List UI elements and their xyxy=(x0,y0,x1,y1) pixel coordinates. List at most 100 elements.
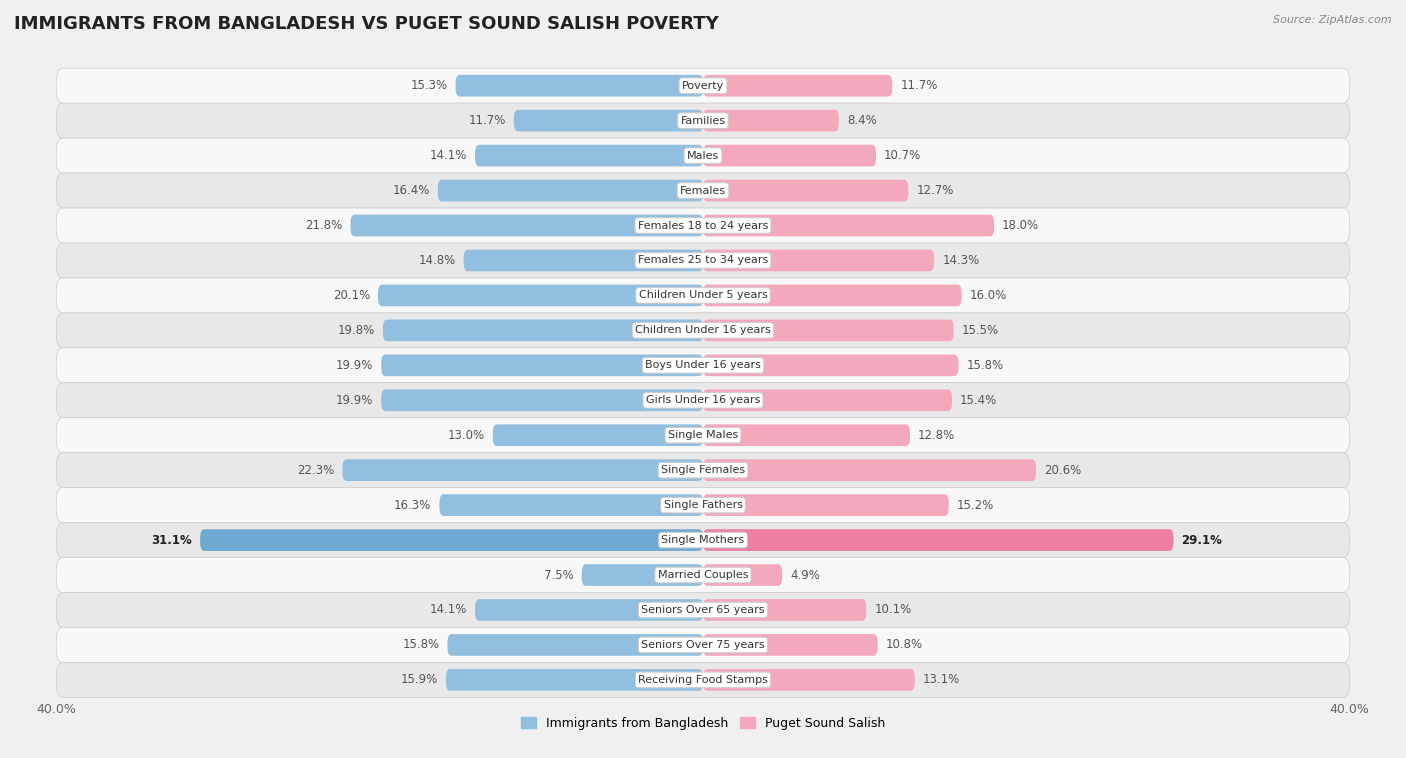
Text: Single Females: Single Females xyxy=(661,465,745,475)
Text: 15.9%: 15.9% xyxy=(401,673,437,687)
Text: 8.4%: 8.4% xyxy=(846,114,877,127)
FancyBboxPatch shape xyxy=(703,355,959,376)
FancyBboxPatch shape xyxy=(475,599,703,621)
FancyBboxPatch shape xyxy=(56,593,1350,628)
Text: 15.5%: 15.5% xyxy=(962,324,998,337)
FancyBboxPatch shape xyxy=(703,564,782,586)
FancyBboxPatch shape xyxy=(437,180,703,202)
FancyBboxPatch shape xyxy=(703,75,893,96)
FancyBboxPatch shape xyxy=(494,424,703,446)
FancyBboxPatch shape xyxy=(56,68,1350,103)
FancyBboxPatch shape xyxy=(56,313,1350,348)
Text: 19.9%: 19.9% xyxy=(336,393,373,407)
Text: Married Couples: Married Couples xyxy=(658,570,748,580)
Text: 15.8%: 15.8% xyxy=(402,638,440,651)
FancyBboxPatch shape xyxy=(56,243,1350,278)
Text: 14.1%: 14.1% xyxy=(430,603,467,616)
FancyBboxPatch shape xyxy=(703,459,1036,481)
FancyBboxPatch shape xyxy=(56,278,1350,313)
FancyBboxPatch shape xyxy=(56,173,1350,208)
Text: 13.0%: 13.0% xyxy=(447,429,485,442)
FancyBboxPatch shape xyxy=(56,383,1350,418)
Text: Receiving Food Stamps: Receiving Food Stamps xyxy=(638,675,768,685)
FancyBboxPatch shape xyxy=(475,145,703,167)
Text: 10.1%: 10.1% xyxy=(875,603,911,616)
FancyBboxPatch shape xyxy=(378,284,703,306)
Text: Males: Males xyxy=(688,151,718,161)
FancyBboxPatch shape xyxy=(703,180,908,202)
Text: 15.4%: 15.4% xyxy=(960,393,997,407)
FancyBboxPatch shape xyxy=(200,529,703,551)
Text: 14.3%: 14.3% xyxy=(942,254,980,267)
FancyBboxPatch shape xyxy=(703,599,866,621)
FancyBboxPatch shape xyxy=(456,75,703,96)
Text: 11.7%: 11.7% xyxy=(900,79,938,92)
Text: 22.3%: 22.3% xyxy=(297,464,335,477)
Text: 20.1%: 20.1% xyxy=(333,289,370,302)
Text: Single Males: Single Males xyxy=(668,431,738,440)
Text: Girls Under 16 years: Girls Under 16 years xyxy=(645,395,761,406)
Text: 10.7%: 10.7% xyxy=(884,149,921,162)
Text: 15.8%: 15.8% xyxy=(966,359,1004,372)
Text: 29.1%: 29.1% xyxy=(1181,534,1222,547)
Text: Females 18 to 24 years: Females 18 to 24 years xyxy=(638,221,768,230)
Text: 16.4%: 16.4% xyxy=(392,184,430,197)
FancyBboxPatch shape xyxy=(703,215,994,236)
FancyBboxPatch shape xyxy=(56,208,1350,243)
Text: Source: ZipAtlas.com: Source: ZipAtlas.com xyxy=(1274,15,1392,25)
Text: IMMIGRANTS FROM BANGLADESH VS PUGET SOUND SALISH POVERTY: IMMIGRANTS FROM BANGLADESH VS PUGET SOUN… xyxy=(14,15,718,33)
Text: Females 25 to 34 years: Females 25 to 34 years xyxy=(638,255,768,265)
FancyBboxPatch shape xyxy=(381,390,703,411)
Text: Single Mothers: Single Mothers xyxy=(661,535,745,545)
Text: 16.0%: 16.0% xyxy=(970,289,1007,302)
Text: Single Fathers: Single Fathers xyxy=(664,500,742,510)
FancyBboxPatch shape xyxy=(703,320,953,341)
Text: 19.8%: 19.8% xyxy=(337,324,375,337)
FancyBboxPatch shape xyxy=(447,634,703,656)
FancyBboxPatch shape xyxy=(350,215,703,236)
FancyBboxPatch shape xyxy=(703,249,934,271)
Text: 14.1%: 14.1% xyxy=(430,149,467,162)
FancyBboxPatch shape xyxy=(703,284,962,306)
Text: Boys Under 16 years: Boys Under 16 years xyxy=(645,360,761,371)
FancyBboxPatch shape xyxy=(703,424,910,446)
FancyBboxPatch shape xyxy=(381,355,703,376)
FancyBboxPatch shape xyxy=(343,459,703,481)
Text: Poverty: Poverty xyxy=(682,80,724,91)
FancyBboxPatch shape xyxy=(56,522,1350,558)
FancyBboxPatch shape xyxy=(56,662,1350,697)
FancyBboxPatch shape xyxy=(703,390,952,411)
FancyBboxPatch shape xyxy=(56,103,1350,138)
FancyBboxPatch shape xyxy=(703,494,949,516)
Text: 31.1%: 31.1% xyxy=(152,534,193,547)
Legend: Immigrants from Bangladesh, Puget Sound Salish: Immigrants from Bangladesh, Puget Sound … xyxy=(516,713,890,735)
Text: 15.2%: 15.2% xyxy=(957,499,994,512)
FancyBboxPatch shape xyxy=(703,669,915,691)
FancyBboxPatch shape xyxy=(56,558,1350,593)
Text: 12.7%: 12.7% xyxy=(917,184,953,197)
FancyBboxPatch shape xyxy=(703,634,877,656)
FancyBboxPatch shape xyxy=(703,529,1174,551)
Text: 16.3%: 16.3% xyxy=(394,499,432,512)
FancyBboxPatch shape xyxy=(382,320,703,341)
Text: 12.8%: 12.8% xyxy=(918,429,955,442)
FancyBboxPatch shape xyxy=(56,138,1350,173)
Text: 20.6%: 20.6% xyxy=(1045,464,1081,477)
Text: 19.9%: 19.9% xyxy=(336,359,373,372)
Text: 18.0%: 18.0% xyxy=(1002,219,1039,232)
FancyBboxPatch shape xyxy=(56,487,1350,522)
FancyBboxPatch shape xyxy=(446,669,703,691)
Text: 10.8%: 10.8% xyxy=(886,638,922,651)
Text: 4.9%: 4.9% xyxy=(790,568,820,581)
Text: Seniors Over 75 years: Seniors Over 75 years xyxy=(641,640,765,650)
Text: 15.3%: 15.3% xyxy=(411,79,447,92)
FancyBboxPatch shape xyxy=(582,564,703,586)
FancyBboxPatch shape xyxy=(464,249,703,271)
FancyBboxPatch shape xyxy=(56,628,1350,662)
Text: Families: Families xyxy=(681,116,725,126)
FancyBboxPatch shape xyxy=(703,110,839,131)
FancyBboxPatch shape xyxy=(513,110,703,131)
FancyBboxPatch shape xyxy=(56,418,1350,453)
Text: 13.1%: 13.1% xyxy=(922,673,960,687)
FancyBboxPatch shape xyxy=(703,145,876,167)
